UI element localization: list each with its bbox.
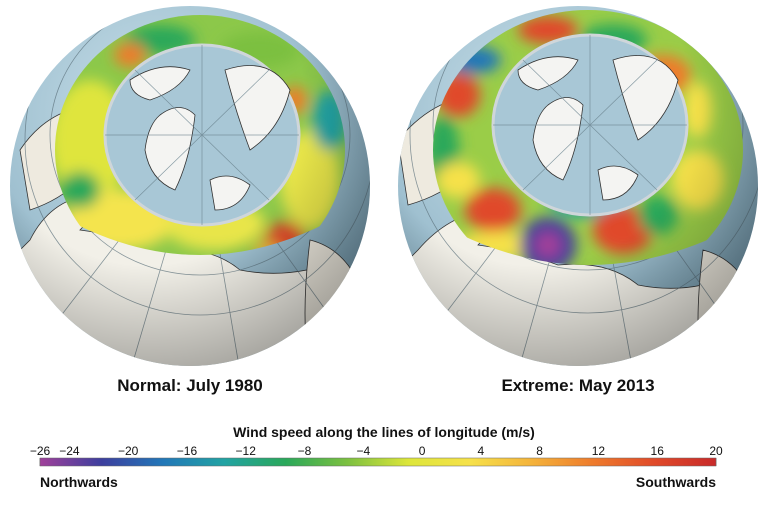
globe-normal-map (10, 6, 370, 366)
colorbar-tick-label: −24 (59, 444, 80, 458)
globe-shading (398, 6, 758, 366)
label-southwards: Southwards (635, 474, 716, 490)
colorbar-tick-label: −26 (30, 444, 51, 458)
colorbar-tick-label: −12 (236, 444, 257, 458)
colorbar-tick-label: 16 (651, 444, 665, 458)
colorbar-tick-label: −4 (356, 444, 370, 458)
globe-extreme (398, 0, 758, 377)
colorbar-tick-label: −16 (177, 444, 198, 458)
legend-title: Wind speed along the lines of longitude … (233, 424, 535, 440)
colorbar-strip (39, 457, 717, 467)
caption-extreme: Extreme: May 2013 (501, 376, 655, 395)
colorbar-tick-label: 20 (709, 444, 723, 458)
label-northwards: Northwards (40, 474, 118, 490)
globe-normal (10, 0, 370, 377)
globe-shading (10, 6, 370, 366)
colorbar-tick-label: 4 (478, 444, 485, 458)
colorbar-tick-label: 0 (419, 444, 426, 458)
colorbar-tick-label: −20 (118, 444, 139, 458)
globe-extreme-map (398, 6, 758, 366)
colorbar-tick-label: 8 (536, 444, 543, 458)
colorbar-tick-label: −8 (298, 444, 312, 458)
caption-normal: Normal: July 1980 (117, 376, 263, 395)
colorbar-tick-label: 12 (592, 444, 606, 458)
colorbar: −26 −24 −20 −16 −12 −8 −4 0 4 8 12 16 20 (30, 444, 723, 467)
